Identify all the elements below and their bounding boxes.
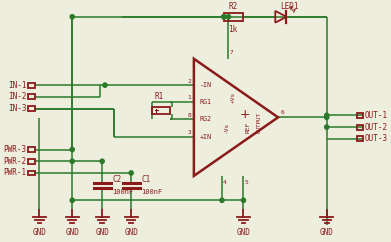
Text: IN-3: IN-3 <box>8 104 26 113</box>
Text: IN-2: IN-2 <box>8 92 26 101</box>
Bar <box>357 136 363 141</box>
Text: GND: GND <box>32 228 47 237</box>
Circle shape <box>70 198 74 203</box>
Circle shape <box>70 15 74 19</box>
Text: LED1: LED1 <box>280 2 299 11</box>
Circle shape <box>222 15 226 19</box>
Circle shape <box>325 125 329 129</box>
Text: 5: 5 <box>244 180 248 185</box>
Text: 100nF: 100nF <box>113 189 134 196</box>
Text: 100nF: 100nF <box>142 189 163 196</box>
Text: GND: GND <box>95 228 109 237</box>
Text: R1: R1 <box>154 92 164 101</box>
Circle shape <box>70 159 74 163</box>
Bar <box>28 94 35 99</box>
Text: 4: 4 <box>223 180 227 185</box>
Text: IN-1: IN-1 <box>8 81 26 90</box>
Text: +: + <box>240 108 251 121</box>
Circle shape <box>325 115 329 120</box>
Text: -IN: -IN <box>199 82 212 88</box>
Text: PWR-2: PWR-2 <box>3 157 26 166</box>
Circle shape <box>325 113 329 118</box>
Bar <box>152 106 170 114</box>
Text: OUTPUT: OUTPUT <box>256 112 262 133</box>
Bar <box>357 113 363 118</box>
Bar <box>357 125 363 129</box>
Text: 2: 2 <box>187 79 191 84</box>
Text: 6: 6 <box>281 110 285 115</box>
Text: -Vs: -Vs <box>224 121 229 133</box>
Circle shape <box>220 198 224 203</box>
Circle shape <box>103 83 107 87</box>
Text: PWR-3: PWR-3 <box>3 145 26 154</box>
Text: 1: 1 <box>187 95 191 100</box>
Circle shape <box>222 15 226 19</box>
Bar <box>28 83 35 88</box>
Text: GND: GND <box>124 228 138 237</box>
Text: C2: C2 <box>113 175 122 184</box>
Bar <box>28 159 35 164</box>
Text: 1k: 1k <box>229 25 238 34</box>
Text: OUT-3: OUT-3 <box>365 134 388 143</box>
Bar <box>28 147 35 152</box>
Text: +IN: +IN <box>199 134 212 140</box>
Circle shape <box>226 15 231 19</box>
Circle shape <box>129 171 133 175</box>
Bar <box>224 13 242 21</box>
Text: GND: GND <box>237 228 250 237</box>
Text: OUT-1: OUT-1 <box>365 111 388 120</box>
Circle shape <box>70 147 74 152</box>
Text: 7: 7 <box>230 50 233 55</box>
Circle shape <box>241 198 246 203</box>
Bar <box>28 106 35 111</box>
Text: RG1: RG1 <box>199 99 212 105</box>
Text: OUT-2: OUT-2 <box>365 123 388 132</box>
Text: REF: REF <box>245 121 250 133</box>
Text: C1: C1 <box>142 175 151 184</box>
Circle shape <box>100 159 104 163</box>
Text: GND: GND <box>65 228 79 237</box>
Text: RG2: RG2 <box>199 116 212 122</box>
Text: PWR-1: PWR-1 <box>3 168 26 177</box>
Text: 3: 3 <box>187 130 191 136</box>
Bar <box>28 171 35 175</box>
Text: 8: 8 <box>187 113 191 118</box>
Text: R2: R2 <box>229 2 238 11</box>
Text: +Vs: +Vs <box>230 92 235 103</box>
Text: GND: GND <box>320 228 334 237</box>
